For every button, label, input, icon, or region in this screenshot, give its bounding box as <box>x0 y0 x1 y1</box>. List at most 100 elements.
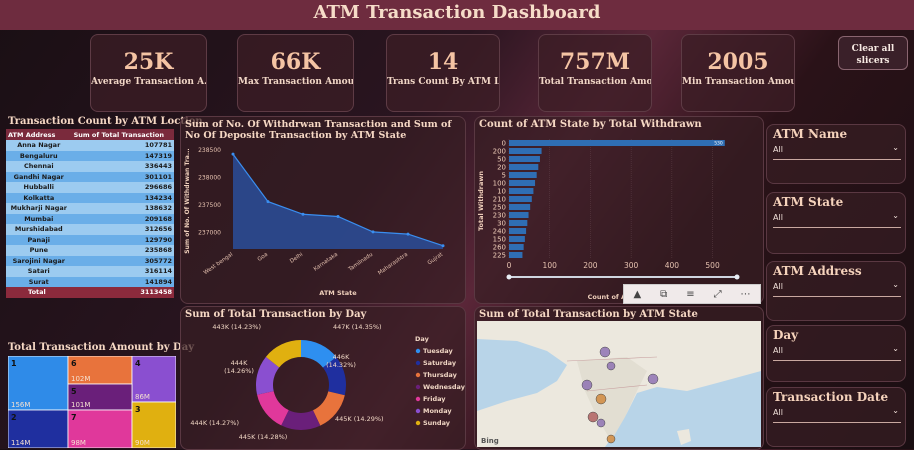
x-tick-label: West bengal <box>203 251 235 276</box>
legend-entry[interactable]: Tuesday <box>423 347 453 355</box>
donut-slice[interactable] <box>265 340 301 368</box>
column-header[interactable]: Sum of Total Transaction <box>71 129 174 140</box>
area-point[interactable] <box>406 232 410 236</box>
area-point[interactable] <box>371 230 375 234</box>
bar[interactable] <box>509 212 529 218</box>
map-visual[interactable]: Bing <box>477 321 761 447</box>
bar[interactable] <box>509 228 527 234</box>
table-row[interactable]: Surat 141894 <box>6 276 174 287</box>
filter-icon[interactable]: ≡ <box>686 288 695 300</box>
pin-icon[interactable]: ▲ <box>633 288 642 300</box>
kpi-card-total[interactable]: 757M Total Transaction Amo... <box>538 34 652 112</box>
donut-slice[interactable] <box>281 410 321 430</box>
area-point[interactable] <box>266 200 270 204</box>
table-row[interactable]: Gandhi Nagar 301101 <box>6 171 174 182</box>
table-row[interactable]: Mukharji Nagar 138632 <box>6 203 174 214</box>
map-bubble[interactable] <box>647 373 659 385</box>
slicer-day[interactable]: Day All ⌄ <box>766 325 906 382</box>
slicer-atm-address[interactable]: ATM Address All ⌄ <box>766 261 906 321</box>
y-tick-label: 250 <box>493 204 506 212</box>
legend-entry[interactable]: Saturday <box>423 359 457 367</box>
focus-mode-icon[interactable]: ⤢ <box>713 288 722 300</box>
area-point[interactable] <box>336 214 340 218</box>
donut-slice[interactable] <box>257 391 289 426</box>
atm-state-dropdown[interactable]: All ⌄ <box>773 211 901 228</box>
scrollbar-handle[interactable] <box>506 274 512 280</box>
slice-data-label: 444K <box>231 359 248 367</box>
bar[interactable] <box>509 252 523 258</box>
atm-name-dropdown[interactable]: All ⌄ <box>773 143 901 160</box>
legend-entry[interactable]: Thursday <box>423 371 458 379</box>
table-row[interactable]: Anna Nagar 107781 <box>6 140 174 151</box>
donut-slice[interactable] <box>301 340 337 368</box>
map-bubble[interactable] <box>595 393 607 405</box>
atm-address-dropdown[interactable]: All ⌄ <box>773 280 901 297</box>
table-row[interactable]: Sarojini Nagar 305772 <box>6 255 174 266</box>
transaction-date-dropdown[interactable]: All ⌄ <box>773 406 901 423</box>
area-point[interactable] <box>231 152 235 156</box>
kpi-value: 14 <box>427 49 459 75</box>
table-row[interactable]: Kolkatta 134234 <box>6 192 174 203</box>
slicer-transaction-date[interactable]: Transaction Date All ⌄ <box>766 387 906 447</box>
donut-chart-panel: Sum of Total Transaction by Day 447K (14… <box>180 306 466 450</box>
legend-entry[interactable]: Monday <box>423 407 452 415</box>
bar[interactable] <box>509 164 539 170</box>
legend-marker <box>415 408 421 414</box>
slice-data-label: 445K (14.28%) <box>239 433 288 441</box>
bar[interactable] <box>509 204 531 210</box>
bar[interactable] <box>509 196 532 202</box>
table-row[interactable]: Satari 316114 <box>6 266 174 277</box>
table-row[interactable]: Murshidabad 312656 <box>6 224 174 235</box>
treemap-value-label: 114M <box>11 439 30 447</box>
bar[interactable] <box>509 172 537 178</box>
map-bubble[interactable] <box>606 434 616 444</box>
treemap-cell[interactable] <box>8 409 69 448</box>
clear-all-slicers-button[interactable]: Clear all slicers <box>838 36 908 70</box>
x-tick-label: Delhi <box>289 251 304 264</box>
kpi-card-min[interactable]: 2005 Min Transaction Amount <box>681 34 795 112</box>
table-row[interactable]: Hubballi 296686 <box>6 182 174 193</box>
bar[interactable] <box>509 156 540 162</box>
kpi-card-average[interactable]: 25K Average Transaction A... <box>90 34 207 112</box>
kpi-card-count[interactable]: 14 Trans Count By ATM Lo... <box>386 34 500 112</box>
area-point[interactable] <box>441 244 445 248</box>
donut-slice[interactable] <box>322 357 346 396</box>
scrollbar-handle[interactable] <box>734 274 740 280</box>
map-bubble[interactable] <box>596 418 606 428</box>
table-row[interactable]: Mumbai 209168 <box>6 213 174 224</box>
legend-entry[interactable]: Sunday <box>423 419 451 427</box>
map-bubble[interactable] <box>606 361 616 371</box>
table-row[interactable]: Chennai 336443 <box>6 161 174 172</box>
table-row[interactable]: Panaji 129790 <box>6 234 174 245</box>
map-bubble[interactable] <box>581 379 593 391</box>
legend-entry[interactable]: Wednesday <box>423 383 465 391</box>
slicer-atm-state[interactable]: ATM State All ⌄ <box>766 192 906 254</box>
treemap-cell[interactable] <box>67 383 133 411</box>
area-point[interactable] <box>301 212 305 216</box>
bar[interactable] <box>509 236 525 242</box>
bar[interactable] <box>509 220 528 226</box>
table-row[interactable]: Bengaluru 147319 <box>6 150 174 161</box>
bar[interactable] <box>509 188 534 194</box>
kpi-card-max[interactable]: 66K Max Transaction Amount <box>237 34 354 112</box>
treemap-cell[interactable] <box>67 356 133 385</box>
slicer-atm-name[interactable]: ATM Name All ⌄ <box>766 124 906 184</box>
y-tick-label: 5 <box>502 172 506 180</box>
bar[interactable] <box>509 148 542 154</box>
column-header[interactable]: ATM Address <box>6 129 72 140</box>
bar[interactable] <box>509 180 536 186</box>
donut-slice[interactable] <box>312 391 345 426</box>
copy-icon[interactable]: ⧉ <box>660 288 668 300</box>
atm-address-cell: Mumbai <box>6 213 72 224</box>
map-bubble[interactable] <box>599 346 611 358</box>
bar[interactable] <box>509 140 725 146</box>
day-dropdown[interactable]: All ⌄ <box>773 344 901 361</box>
treemap-cell[interactable] <box>131 401 176 448</box>
donut-slice[interactable] <box>256 356 280 395</box>
map-bubble[interactable] <box>587 411 599 423</box>
atm-address-cell: Chennai <box>6 161 72 172</box>
legend-entry[interactable]: Friday <box>423 395 446 403</box>
more-options-icon[interactable]: ⋯ <box>740 288 751 300</box>
table-row[interactable]: Pune 235868 <box>6 245 174 256</box>
bar[interactable] <box>509 244 524 250</box>
